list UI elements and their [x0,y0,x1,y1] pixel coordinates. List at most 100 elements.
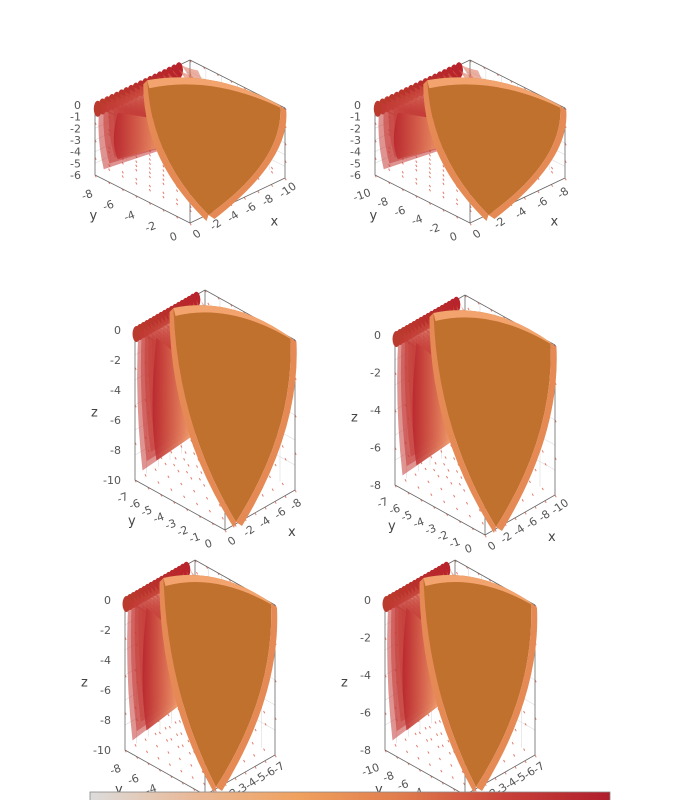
quiver-arrow [175,202,179,206]
quiver-arrow [187,739,190,743]
quiver-arrow [167,751,170,754]
quiver-arrow [440,450,443,453]
quiver-arrow [254,766,257,769]
quiver-arrow [224,529,227,533]
panels-group: 0-2 -4 -6 -8 -100-2-4-6-80-1-2-3-4-5-6xy0-2-… [70,59,571,800]
quiver-arrow [554,494,557,498]
quiver-arrow [442,174,445,177]
quiver-arrow [294,489,297,493]
quiver-arrow [165,739,169,742]
quiver-arrow [450,764,453,767]
quiver-arrow [524,722,527,726]
quiver-arrow [453,494,456,498]
quiver-arrow [264,506,267,510]
quiver-arrow [270,166,274,170]
quiver-arrow [550,170,554,174]
y-tick-label: -6 [101,198,116,214]
y-tick-label: 0 [463,542,474,557]
quiver-arrow [427,751,430,754]
quiver-arrow [198,477,201,481]
quiver-arrow [494,777,497,781]
quiver-arrow [440,732,443,735]
quiver-arrow [164,462,167,466]
z-tick-label: 0 [74,99,81,112]
quiver-arrow [401,170,404,174]
quiver-arrow [188,751,191,755]
quiver-arrow [428,158,431,161]
quiver-arrow [284,457,287,461]
quiver-arrow [405,750,409,754]
quiver-arrow [415,160,418,164]
quiver-arrow [417,756,420,760]
quiver-arrow [494,529,497,532]
box-edge [124,749,206,796]
quiver-arrow [148,171,151,175]
quiver-arrow [514,517,517,521]
box-edge [204,754,276,796]
quiver-arrow [144,474,147,477]
z-tick-label: -10 [103,474,121,487]
z-tick-label: -2 [370,367,381,380]
quiver-arrow [531,493,534,497]
quiver-arrow [428,171,431,175]
quiver-arrow [164,726,167,730]
z-tick-label: -6 [70,169,81,182]
quiver-arrow [175,198,179,202]
shell-back-face [163,575,272,787]
quiver-arrow [442,191,445,195]
y-tick-label: -2 [427,221,442,237]
quiver-arrow [534,506,537,509]
quiver-arrow [193,452,196,455]
quiver-arrow [274,501,277,504]
quiver-arrow [284,495,287,499]
z-tick-label: -4 [350,146,361,159]
quiver-arrow [523,748,526,752]
quiver-arrow [434,721,437,724]
z-tick-label: -4 [370,404,381,417]
quiver-arrow [135,160,138,164]
y-axis-label: y [375,783,383,798]
quiver-arrow [523,197,526,200]
quiver-arrow [415,744,419,748]
z-tick-label: -2 [70,122,81,135]
y-tick-label: -8 [375,195,390,211]
quiver-arrow [244,771,247,775]
z-axis-label: z [351,411,358,426]
quiver-arrow [425,739,429,742]
quiver-arrow [183,457,186,461]
quiver-arrow [443,500,446,504]
quiver-arrow [148,175,151,179]
quiver-arrow [144,738,147,742]
quiver-arrow [544,462,547,466]
z-axis-label: z [91,406,98,421]
quiver-arrow [195,571,199,575]
quiver-arrow [463,489,466,492]
quiver-arrow [243,759,246,763]
shell-top-rim [173,305,297,343]
quiver-arrow [430,737,433,741]
y-tick-label: -4 [411,515,426,531]
x-tick-label: 0 [485,539,498,554]
y-tick-label: -2 [435,528,450,544]
quiver-arrow [195,502,199,506]
fan-blade-tip [132,326,141,342]
z-tick-label: -6 [100,684,111,697]
quiver-arrow [177,745,180,749]
quiver-arrow [185,470,189,474]
quiver-arrow [469,222,472,226]
quiver-arrow [534,468,537,472]
quiver-arrow [461,770,464,774]
quiver-arrow [428,175,431,179]
quiver-arrow [524,511,527,515]
quiver-arrow [455,202,459,206]
quiver-arrow [274,463,277,467]
y-axis-label: y [115,783,123,798]
quiver-arrow [154,732,157,736]
z-tick-label: 0 [374,329,381,342]
quiver-arrow [205,496,209,500]
z-axis-label: z [81,676,88,691]
quiver-arrow [428,725,431,729]
